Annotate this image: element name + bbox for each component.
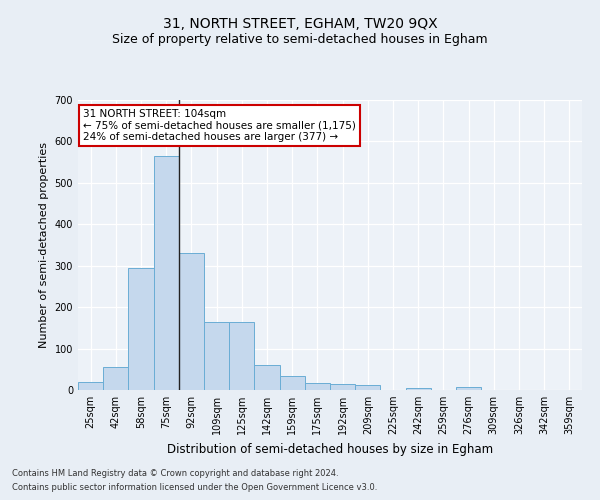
Bar bbox=[78, 382, 103, 390]
Bar bbox=[229, 322, 254, 390]
Bar bbox=[355, 384, 380, 390]
Bar bbox=[204, 322, 229, 390]
Bar bbox=[179, 254, 204, 390]
Text: Contains public sector information licensed under the Open Government Licence v3: Contains public sector information licen… bbox=[12, 484, 377, 492]
Y-axis label: Number of semi-detached properties: Number of semi-detached properties bbox=[39, 142, 49, 348]
Text: 31, NORTH STREET, EGHAM, TW20 9QX: 31, NORTH STREET, EGHAM, TW20 9QX bbox=[163, 18, 437, 32]
Bar bbox=[154, 156, 179, 390]
Bar bbox=[128, 268, 154, 390]
X-axis label: Distribution of semi-detached houses by size in Egham: Distribution of semi-detached houses by … bbox=[167, 442, 493, 456]
Bar bbox=[456, 386, 481, 390]
Bar bbox=[330, 384, 355, 390]
Bar bbox=[305, 382, 330, 390]
Bar bbox=[406, 388, 431, 390]
Bar bbox=[280, 376, 305, 390]
Text: 31 NORTH STREET: 104sqm
← 75% of semi-detached houses are smaller (1,175)
24% of: 31 NORTH STREET: 104sqm ← 75% of semi-de… bbox=[83, 108, 356, 142]
Bar bbox=[254, 365, 280, 390]
Text: Size of property relative to semi-detached houses in Egham: Size of property relative to semi-detach… bbox=[112, 32, 488, 46]
Bar bbox=[103, 367, 128, 390]
Text: Contains HM Land Registry data © Crown copyright and database right 2024.: Contains HM Land Registry data © Crown c… bbox=[12, 468, 338, 477]
